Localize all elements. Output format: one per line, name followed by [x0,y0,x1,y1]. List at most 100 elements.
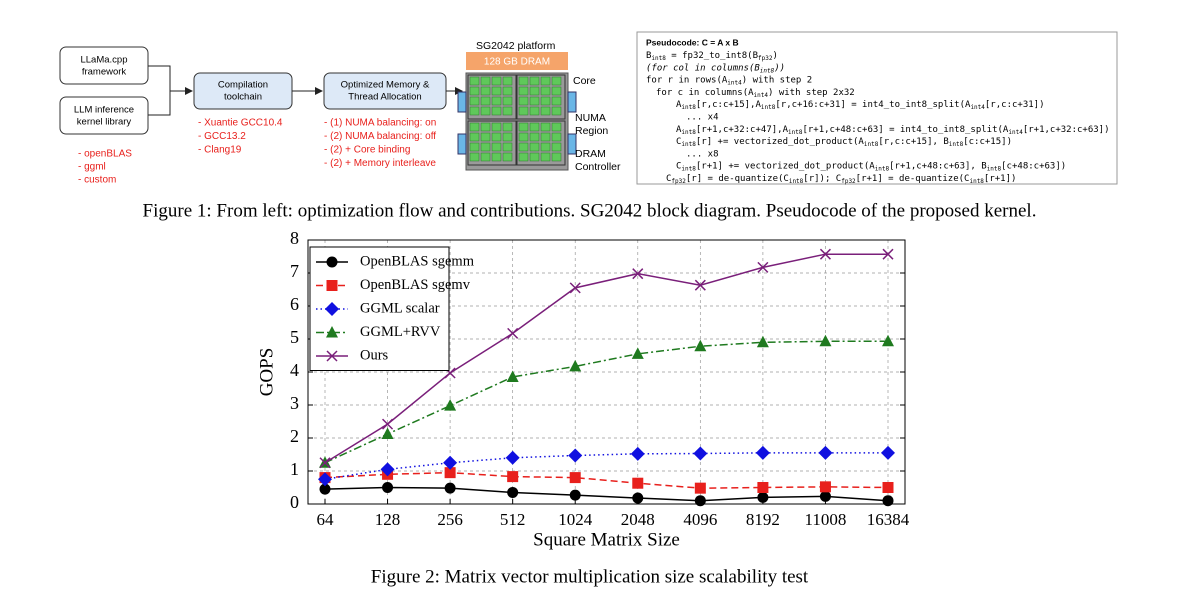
core [480,106,491,116]
x-axis-label: Square Matrix Size [533,529,680,550]
marker [882,248,894,260]
marker [319,457,331,469]
caption: Figure 1: From left: optimization flow a… [143,200,1037,221]
marker [757,491,769,503]
marker [819,481,831,493]
core [529,142,540,152]
core [551,76,562,86]
x-tick-label: 256 [437,510,463,529]
code-text: [r+1,c+32:c+47],A [696,124,789,134]
code-text: [r+1]) [984,174,1017,184]
core [469,106,480,116]
subscript: int8 [681,165,696,172]
subscript: int4 [970,104,985,111]
controller [567,133,577,155]
marker [569,359,582,372]
core [491,106,502,116]
core [529,152,540,162]
subscript: int4 [727,79,742,86]
x-tick-label: 1024 [558,510,593,529]
code-text: ) with step 2x32 [768,87,855,97]
core [529,76,540,86]
core [491,96,502,106]
x-tick-label: 11008 [805,510,847,529]
core [502,152,513,162]
core [518,86,529,96]
code-text: [r,c:c+31]) [985,100,1045,110]
marker [882,495,894,507]
code-line: for c in columns(Aint4) with step 2x32 [656,87,855,98]
core [529,122,540,132]
y-tick-label: 2 [290,426,299,446]
core [469,142,480,152]
marker [755,445,770,460]
label-line: LLaMa.cpp [80,55,127,66]
core [469,122,480,132]
code-text: ) [772,51,777,61]
controller [457,91,467,113]
label-line: toolchain [224,92,262,103]
core [540,76,551,86]
code-text: ... x4 [686,112,719,122]
core [491,142,502,152]
marker [318,472,332,487]
marker [505,450,520,465]
marker [631,347,644,359]
code-line: for r in rows(Aint4) with step 2 [646,75,812,86]
marker [569,472,581,484]
code-text: [r] += vectorized_dot_product(A [696,137,865,147]
core [480,76,491,86]
code-text: [r] = de-quantize(C [686,174,789,184]
label-line: Optimized Memory & [341,80,430,91]
marker [506,370,519,382]
marker [326,350,338,362]
core [540,122,551,132]
subscript: int4 [1008,128,1023,135]
marker [381,427,394,440]
label-line: Compilation [218,80,268,91]
core [540,132,551,142]
code-line: ... x8 [686,149,719,159]
legend-label: GGML+RVV [360,324,441,340]
code-text: A [676,124,682,134]
code-header: Pseudocode: C = A x B [646,37,739,47]
numa-region [516,120,566,166]
core [469,86,480,96]
y-tick-label: 6 [290,294,299,314]
label-line: kernel library [77,117,132,128]
marker [444,482,456,494]
label-line: - Clang19 [198,145,242,156]
x-tick-label: 128 [375,510,401,529]
label-line: - (1) NUMA balancing: on [324,118,436,129]
marker [694,482,706,494]
arrow [148,65,192,116]
series-line [324,452,888,480]
marker [444,399,457,411]
marker [569,489,581,501]
marker [569,282,581,294]
code-text: A [676,100,682,110]
label-line: - custom [78,175,116,186]
figure-1: Pseudocode: C = A x B SG2042 platform 12… [59,31,1118,221]
y-tick-label: 3 [290,393,299,413]
code-text: [r,c:c+15], B [878,137,948,147]
core [491,76,502,86]
core [502,122,513,132]
code-text: [r+1,c+32:c+63]) [1023,124,1110,134]
core [469,152,480,162]
core [551,86,562,96]
y-tick-label: 4 [290,360,299,380]
code-text: ... x8 [686,149,719,159]
dram-label: 128 GB DRAM [484,57,550,68]
y-axis-label: GOPS [256,348,277,397]
y-tick-label: 8 [290,228,299,248]
core [480,96,491,106]
code-text: )) [774,63,785,73]
marker [819,248,831,260]
label-line: Region [575,125,608,137]
core [518,96,529,106]
core [502,132,513,142]
marker [325,302,339,316]
code-text: [r+1,c+48:c+63], B [889,161,987,171]
